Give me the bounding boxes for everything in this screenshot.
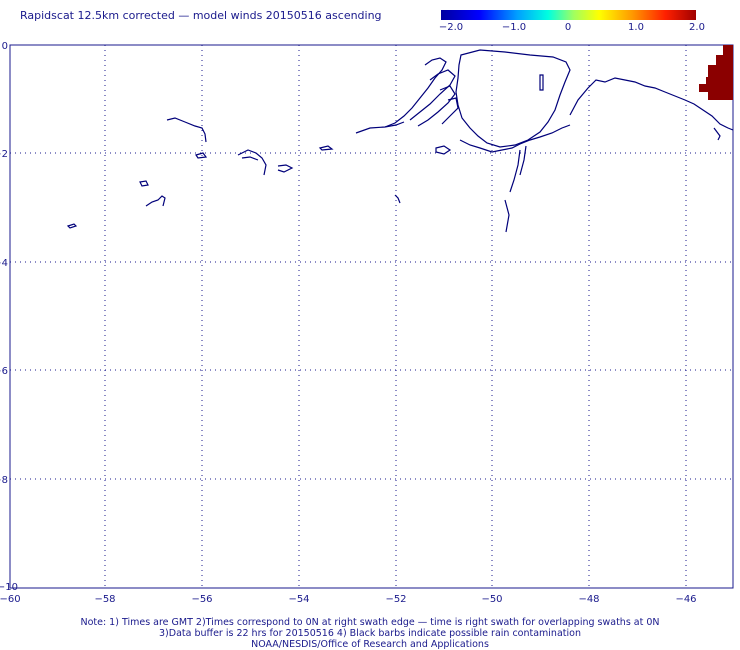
colorbar-tick: 1.0 (628, 22, 644, 33)
x-tick-label: −50 (481, 594, 502, 605)
footnote-line-2: 3)Data buffer is 22 hrs for 20150516 4) … (159, 628, 581, 639)
x-tick-label: −58 (94, 594, 115, 605)
x-tick-label: −60 (0, 594, 21, 605)
y-axis-labels: 0 −2 −4 −6 −8 −10 (0, 41, 18, 593)
x-tick-label: −56 (191, 594, 212, 605)
colorbar-tick: 0 (564, 22, 572, 33)
colorbar (441, 10, 696, 20)
y-tick-label: 0 (2, 41, 8, 52)
plot-frame (9, 44, 734, 589)
colorbar-tick: 2.0 (689, 22, 705, 33)
x-axis-labels: −60 −58 −56 −54 −52 −50 −48 −46 (0, 594, 697, 605)
longitude-gridlines (104, 45, 687, 588)
x-tick-label: −54 (288, 594, 309, 605)
footnote-line-1: Note: 1) Times are GMT 2)Times correspon… (80, 617, 660, 628)
y-tick-label: −6 (0, 366, 8, 377)
coastline (66, 49, 734, 233)
footnote-line-3: NOAA/NESDIS/Office of Research and Appli… (251, 639, 489, 650)
latitude-gridlines (10, 152, 733, 480)
y-tick-label: −8 (0, 475, 8, 486)
x-tick-label: −46 (675, 594, 696, 605)
map-title: Rapidscat 12.5km corrected — model winds… (20, 9, 382, 22)
y-tick-label: −2 (0, 149, 8, 160)
y-tick-label: −4 (0, 258, 8, 269)
wind-data-cells (699, 45, 733, 100)
y-tick-label: −10 (0, 582, 18, 593)
colorbar-tick: −1.0 (501, 22, 527, 33)
x-tick-label: −48 (578, 594, 599, 605)
colorbar-tick: −2.0 (438, 22, 464, 33)
x-tick-label: −52 (385, 594, 406, 605)
